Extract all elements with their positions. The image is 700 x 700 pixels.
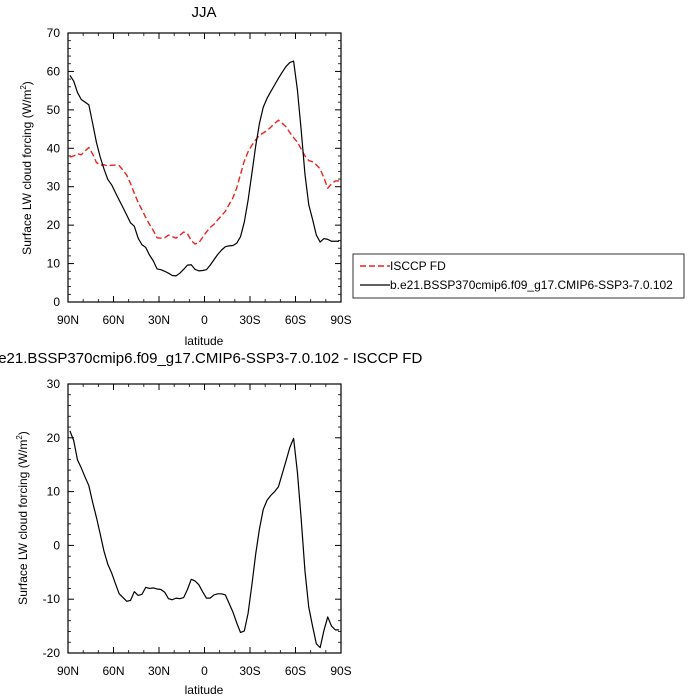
top-x-tick-label: 60N [102,313,124,327]
top-y-tick-label: 40 [47,141,61,155]
top-y-tick-label: 0 [53,295,60,309]
top-x-tick-label: 0 [201,313,208,327]
bottom-chart-title: b.e21.BSSP370cmip6.f09_g17.CMIP6-SSP3-7.… [0,350,422,367]
top-plot-frame [67,32,342,303]
bottom-y-tick-label: -20 [43,646,61,660]
top-x-tick-label: 90S [330,313,351,327]
top-series-line-model [69,60,340,277]
bottom-x-tick-label: 90N [57,664,79,678]
top-x-tick-label: 90N [57,313,79,327]
bottom-x-tick-label: 90S [330,664,351,678]
top-y-axis-label: Surface LW cloud forcing (W/m2) [19,81,34,255]
bottom-x-tick-label: 30N [148,664,170,678]
bottom-plot-frame [67,383,342,654]
bottom-x-axis-label: latitude [185,683,224,697]
bottom-y-tick-label: -10 [43,592,61,606]
top-y-tick-label: 70 [47,26,61,40]
top-panel: JJA 90N 60N 30N 0 30S 60S 90S 0 10 20 30 40 50 60 70 l… [19,4,352,348]
bottom-y-tick-label: 10 [47,485,61,499]
bottom-x-tick-label: 60S [285,664,306,678]
legend-box [352,253,685,299]
top-ticks [67,32,342,303]
bottom-y-tick-label: 20 [47,431,61,445]
bottom-x-tick-label: 30S [239,664,260,678]
bottom-y-tick-label: 30 [47,377,61,391]
bottom-x-tick-label: 60N [102,664,124,678]
top-x-axis-label: latitude [185,334,224,348]
bottom-y-tick-label: 0 [53,538,60,552]
top-y-tick-label: 10 [47,257,61,271]
top-y-tick-label: 30 [47,180,61,194]
top-y-tick-label: 20 [47,218,61,232]
top-series [69,60,340,277]
legend: ISCCP FD b.e21.BSSP370cmip6.f09_g17.CMIP… [352,253,685,299]
top-y-tick-label: 50 [47,103,61,117]
top-y-tick-label: 60 [47,64,61,78]
bottom-series [69,430,340,649]
bottom-series-line-model [69,430,340,649]
bottom-y-axis-label: Surface LW cloud forcing (W/m2) [15,431,30,605]
bottom-ticks [67,383,342,654]
bottom-x-tick-label: 0 [201,664,208,678]
top-x-tick-label: 60S [285,313,306,327]
top-tick-labels: 90N 60N 30N 0 30S 60S 90S 0 10 20 30 40 50 60 70 [47,26,352,327]
top-x-tick-label: 30S [239,313,260,327]
top-series-line-isccp [69,119,340,245]
top-x-tick-label: 30N [148,313,170,327]
bottom-tick-labels: 90N 60N 30N 0 30S 60S 90S -20 -10 0 10 20 30 [43,377,352,678]
top-chart-title: JJA [191,4,216,21]
legend-label-model: b.e21.BSSP370cmip6.f09_g17.CMIP6-SSP3-7.… [390,278,673,292]
bottom-panel: b.e21.BSSP370cmip6.f09_g17.CMIP6-SSP3-7.… [0,350,422,697]
legend-label-isccp: ISCCP FD [390,259,446,273]
